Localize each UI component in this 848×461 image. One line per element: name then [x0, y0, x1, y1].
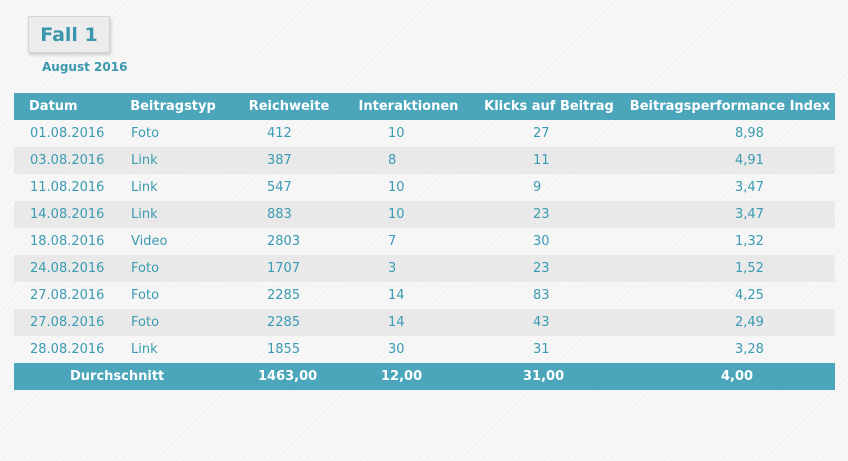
cell-index: 1,52	[625, 255, 835, 282]
cell-interaktionen: 10	[388, 180, 405, 195]
cell-reichweite: 2285	[267, 288, 301, 303]
table-row[interactable]: 24.08.2016 Foto 1707 3 23 1,52	[14, 255, 835, 282]
cell-index: 1,32	[735, 234, 764, 249]
column-header-beitragstyp[interactable]: Beitragstyp	[112, 93, 234, 120]
cell-reichweite: 2803	[267, 234, 301, 249]
cell-reichweite: 547	[267, 180, 292, 195]
table-row[interactable]: 11.08.2016 Link 547 10 9 3,47	[14, 174, 835, 201]
post-performance-table: Datum Beitragstyp Reichweite Interaktion…	[14, 93, 835, 390]
cell-beitragstyp: Foto	[112, 255, 234, 282]
period-subtitle: August 2016	[42, 60, 128, 74]
cell-beitragstyp: Foto	[112, 309, 234, 336]
cell-index: 3,28	[735, 342, 764, 357]
cell-reichweite: 2285	[234, 309, 344, 336]
case-badge-label: Fall 1	[40, 23, 98, 46]
cell-datum: 11.08.2016	[30, 180, 105, 195]
cell-klicks: 23	[473, 201, 625, 228]
table-row[interactable]: 27.08.2016 Foto 2285 14 43 2,49	[14, 309, 835, 336]
column-header-klicks[interactable]: Klicks auf Beitrag	[473, 93, 625, 120]
cell-datum: 14.08.2016	[14, 201, 112, 228]
average-interaktionen: 12,00	[344, 363, 473, 390]
cell-datum: 18.08.2016	[30, 234, 105, 249]
cell-interaktionen: 8	[344, 147, 473, 174]
cell-index: 4,25	[735, 288, 764, 303]
average-reichweite: 1463,00	[234, 363, 344, 390]
cell-klicks: 83	[533, 288, 550, 303]
cell-klicks: 43	[473, 309, 625, 336]
cell-interaktionen: 7	[388, 234, 397, 249]
table-row[interactable]: 28.08.2016 Link 1855 30 31 3,28	[14, 336, 835, 363]
cell-interaktionen: 3	[344, 255, 473, 282]
column-header-datum[interactable]: Datum	[14, 93, 112, 120]
cell-interaktionen: 10	[388, 126, 405, 141]
case-badge: Fall 1	[28, 16, 110, 53]
cell-reichweite: 412	[267, 126, 292, 141]
cell-interaktionen: 14	[388, 288, 405, 303]
cell-reichweite: 1855	[267, 342, 301, 357]
cell-index: 2,49	[625, 309, 835, 336]
cell-datum: 28.08.2016	[30, 342, 105, 357]
cell-index: 3,47	[625, 201, 835, 228]
column-header-reichweite[interactable]: Reichweite	[234, 93, 344, 120]
cell-interaktionen: 30	[388, 342, 405, 357]
table-row[interactable]: 03.08.2016 Link 387 8 11 4,91	[14, 147, 835, 174]
cell-beitragstyp: Link	[131, 342, 158, 357]
table-row[interactable]: 27.08.2016 Foto 2285 14 83 4,25	[14, 282, 835, 309]
cell-datum: 03.08.2016	[14, 147, 112, 174]
table-row[interactable]: 01.08.2016 Foto 412 10 27 8,98	[14, 120, 835, 147]
cell-datum: 24.08.2016	[14, 255, 112, 282]
cell-klicks: 23	[473, 255, 625, 282]
cell-datum: 27.08.2016	[14, 309, 112, 336]
cell-beitragstyp: Link	[112, 201, 234, 228]
cell-klicks: 11	[473, 147, 625, 174]
cell-beitragstyp: Link	[131, 180, 158, 195]
average-row: Durchschnitt 1463,00 12,00 31,00 4,00	[14, 363, 835, 390]
table-header: Datum Beitragstyp Reichweite Interaktion…	[14, 93, 835, 120]
average-label: Durchschnitt	[14, 363, 234, 390]
cell-beitragstyp: Video	[131, 234, 168, 249]
cell-reichweite: 883	[234, 201, 344, 228]
table-row[interactable]: 18.08.2016 Video 2803 7 30 1,32	[14, 228, 835, 255]
column-header-interaktionen[interactable]: Interaktionen	[344, 93, 473, 120]
table-footer: Durchschnitt 1463,00 12,00 31,00 4,00	[14, 363, 835, 390]
cell-interaktionen: 14	[344, 309, 473, 336]
cell-index: 8,98	[735, 126, 764, 141]
table-row[interactable]: 14.08.2016 Link 883 10 23 3,47	[14, 201, 835, 228]
cell-klicks: 27	[533, 126, 550, 141]
cell-datum: 27.08.2016	[30, 288, 105, 303]
header-row: Datum Beitragstyp Reichweite Interaktion…	[14, 93, 835, 120]
cell-klicks: 30	[533, 234, 550, 249]
cell-index: 4,91	[625, 147, 835, 174]
cell-datum: 01.08.2016	[30, 126, 105, 141]
cell-reichweite: 387	[234, 147, 344, 174]
average-klicks: 31,00	[473, 363, 625, 390]
cell-index: 3,47	[735, 180, 764, 195]
cell-klicks: 9	[533, 180, 542, 195]
cell-beitragstyp: Foto	[131, 126, 160, 141]
average-index: 4,00	[625, 363, 835, 390]
cell-beitragstyp: Foto	[131, 288, 160, 303]
column-header-index[interactable]: Beitragsperformance Index	[625, 93, 835, 120]
table-body: 01.08.2016 Foto 412 10 27 8,98 03.08.2016 Link 3…	[14, 120, 835, 363]
cell-reichweite: 1707	[234, 255, 344, 282]
cell-interaktionen: 10	[344, 201, 473, 228]
cell-beitragstyp: Link	[112, 147, 234, 174]
cell-klicks: 31	[533, 342, 550, 357]
